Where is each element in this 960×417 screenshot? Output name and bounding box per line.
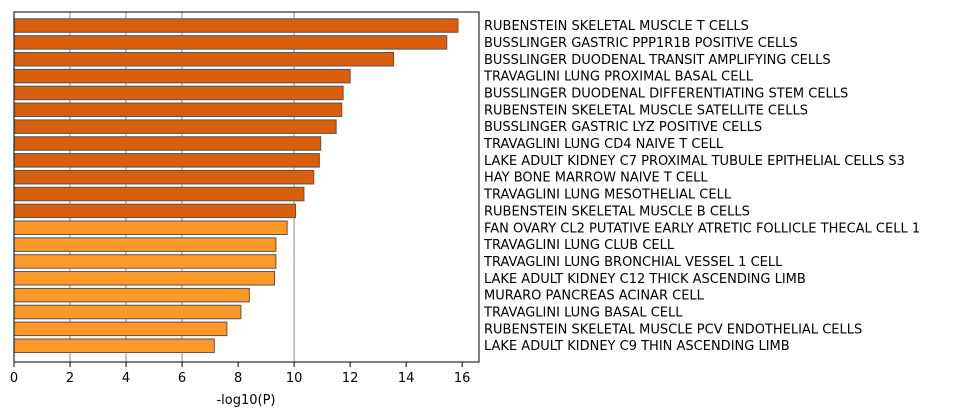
bar xyxy=(13,102,343,118)
plot-border xyxy=(13,11,480,363)
category-label: TRAVAGLINI LUNG MESOTHELIAL CELL xyxy=(483,188,732,203)
bar xyxy=(13,220,288,235)
category-label: LAKE ADULT KIDNEY C9 THIN ASCENDING LIMB xyxy=(484,339,790,354)
category-label: BUSSLINGER DUODENAL TRANSIT AMPLIFYING C… xyxy=(484,53,831,68)
bar xyxy=(13,237,277,252)
category-labels: RUBENSTEIN SKELETAL MUSCLE T CELLS BUSSLI… xyxy=(483,19,920,354)
category-label: MURARO PANCREAS ACINAR CELL xyxy=(484,289,705,304)
bars xyxy=(13,18,459,353)
bar xyxy=(13,68,351,84)
bar xyxy=(13,52,395,67)
bar xyxy=(13,35,448,50)
x-tick-label: 4 xyxy=(122,371,130,386)
x-tick-label: 8 xyxy=(234,371,242,386)
bar xyxy=(13,338,215,353)
bar xyxy=(13,85,344,101)
x-tick-label: 16 xyxy=(454,371,471,386)
bar xyxy=(13,136,322,151)
category-label: TRAVAGLINI LUNG CD4 NAIVE T CELL xyxy=(483,137,724,152)
bar xyxy=(13,203,297,219)
x-tick-label: 14 xyxy=(398,371,415,386)
category-label: RUBENSTEIN SKELETAL MUSCLE B CELLS xyxy=(484,204,750,219)
x-axis-ticks: 0 2 4 6 8 10 12 14 16 xyxy=(10,362,471,386)
x-tick-label: 2 xyxy=(66,371,74,386)
category-label: TRAVAGLINI LUNG BASAL CELL xyxy=(483,306,683,321)
bar xyxy=(13,321,228,337)
category-label: LAKE ADULT KIDNEY C12 THICK ASCENDING LI… xyxy=(484,272,806,287)
category-label: HAY BONE MARROW NAIVE T CELL xyxy=(484,171,708,186)
x-tick-label: 0 xyxy=(10,371,18,386)
category-label: TRAVAGLINI LUNG BRONCHIAL VESSEL 1 CELL xyxy=(483,255,783,270)
category-label: FAN OVARY CL2 PUTATIVE EARLY ATRETIC FOL… xyxy=(484,221,920,236)
category-label: BUSSLINGER GASTRIC LYZ POSITIVE CELLS xyxy=(484,120,762,135)
bar xyxy=(13,119,337,134)
x-axis-label: -log10(P) xyxy=(216,393,275,408)
bar xyxy=(13,169,315,185)
category-label: BUSSLINGER GASTRIC PPP1R1B POSITIVE CELL… xyxy=(484,36,798,51)
bar xyxy=(13,271,276,286)
category-label: TRAVAGLINI LUNG CLUB CELL xyxy=(483,238,675,253)
category-label: LAKE ADULT KIDNEY C7 PROXIMAL TUBULE EPI… xyxy=(484,154,905,169)
category-label: RUBENSTEIN SKELETAL MUSCLE SATELLITE CEL… xyxy=(484,103,808,118)
bar xyxy=(13,254,277,269)
category-label: RUBENSTEIN SKELETAL MUSCLE T CELLS xyxy=(484,19,749,34)
bar xyxy=(13,153,320,168)
plot-frame xyxy=(13,11,480,363)
bar xyxy=(13,304,242,320)
bar xyxy=(13,287,250,303)
category-label: RUBENSTEIN SKELETAL MUSCLE PCV ENDOTHELI… xyxy=(484,322,862,337)
category-label: TRAVAGLINI LUNG PROXIMAL BASAL CELL xyxy=(483,70,754,85)
x-tick-label: 6 xyxy=(178,371,186,386)
bar xyxy=(13,186,305,202)
bar xyxy=(13,18,459,33)
x-tick-label: 10 xyxy=(286,371,303,386)
category-label: BUSSLINGER DUODENAL DIFFERENTIATING STEM… xyxy=(484,86,848,101)
x-tick-label: 12 xyxy=(342,371,359,386)
